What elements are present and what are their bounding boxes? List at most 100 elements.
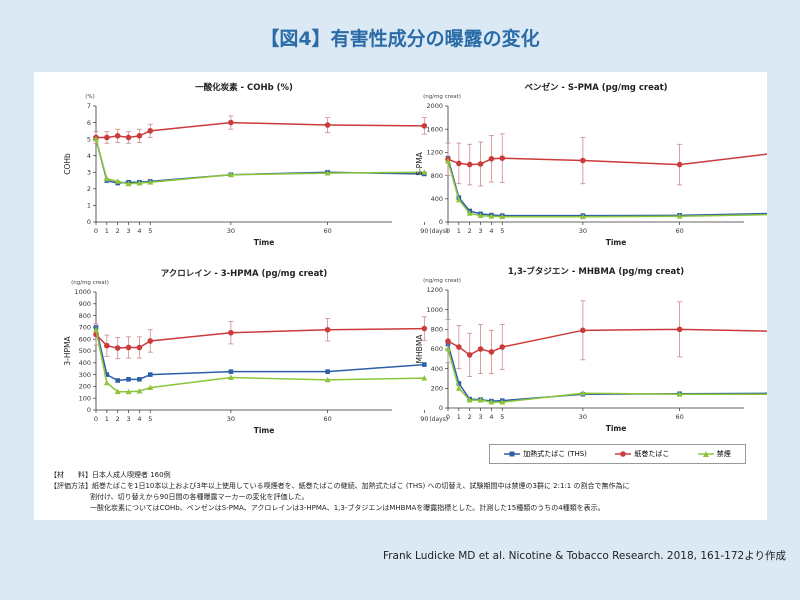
- series-ths: [93, 136, 427, 186]
- y-tick-label: 1000: [74, 288, 91, 296]
- data-point: [488, 399, 495, 405]
- data-point: [104, 342, 110, 349]
- chart-title: ベンゼン - S-PMA (pg/mg creat): [524, 82, 667, 93]
- y-tick-label: 900: [79, 300, 91, 308]
- data-point: [125, 134, 132, 141]
- data-point: [455, 196, 462, 203]
- data-point: [147, 128, 154, 134]
- y-unit: (ng/mg creat): [423, 94, 461, 100]
- chart-title: 一酸化炭素 - COHb (%): [195, 82, 293, 93]
- figure-panel: 一酸化炭素 - COHb (%) (%) COHb 0 1 2 3 4 5 6 7 0 1 2 3 4 5 30 6…: [34, 72, 767, 520]
- y-unit: (ng/mg creat): [71, 280, 109, 286]
- y-tick-label: 400: [79, 359, 91, 367]
- data-point: [103, 175, 110, 182]
- y-tick-label: 300: [79, 371, 91, 379]
- data-point: [126, 377, 131, 382]
- data-point: [136, 388, 143, 394]
- y-tick-label: 800: [79, 312, 91, 320]
- x-tick-label: 90: [420, 415, 428, 423]
- y-tick-label: 5: [87, 135, 91, 143]
- data-point: [676, 161, 683, 168]
- data-point: [580, 327, 586, 334]
- x-axis-label: Time: [254, 426, 275, 435]
- x-tick-label: 90: [420, 227, 428, 235]
- data-point: [324, 376, 331, 383]
- x-tick-label: 0: [94, 415, 98, 423]
- chart-3: アクロレイン - 3-HPMA (pg/mg creat) (ng/mg crea…: [63, 268, 448, 435]
- legend-swatch-ths: [504, 451, 521, 457]
- data-point: [325, 369, 330, 374]
- data-point: [579, 213, 586, 220]
- x-tick-label: 2: [468, 413, 472, 421]
- data-point: [421, 375, 428, 381]
- chart-title: 1,3-ブタジエン - MHBMA (pg/mg creat): [508, 266, 684, 277]
- data-point: [580, 157, 586, 164]
- y-tick-label: 100: [79, 394, 91, 402]
- data-point: [104, 372, 110, 377]
- note-materials: 【材 料】日本人成人喫煙者 160例: [50, 471, 171, 479]
- data-point: [324, 170, 331, 176]
- y-tick-label: 1000: [426, 306, 443, 314]
- x-tick-label: 1: [105, 415, 109, 423]
- data-point: [445, 338, 451, 344]
- x-tick-label: 30: [579, 413, 587, 421]
- data-point: [488, 155, 495, 162]
- data-point: [445, 346, 451, 352]
- data-point: [466, 397, 473, 403]
- chart-2: ベンゼン - S-PMA (pg/mg creat) (ng/mg creat) S…: [415, 82, 767, 247]
- x-tick-label: 3: [126, 415, 130, 423]
- x-tick-label: 5: [500, 227, 504, 235]
- notes: 【材 料】日本人成人喫煙者 160例 【評価方法】紙巻たばこを1日10本以上およ…: [50, 470, 760, 514]
- x-axis-label: Time: [606, 424, 627, 433]
- x-tick-label: 60: [323, 415, 331, 423]
- legend-label-abstinence: 禁煙: [716, 450, 731, 458]
- data-point: [499, 399, 506, 405]
- data-point: [676, 391, 683, 397]
- series-line-ths: [95, 327, 425, 382]
- x-tick-label: 30: [227, 415, 235, 423]
- data-point: [466, 161, 473, 168]
- series-abstinence: [445, 346, 767, 405]
- series-line-ths: [447, 158, 767, 217]
- x-tick-label: 60: [323, 227, 331, 235]
- data-point: [455, 385, 462, 391]
- data-point: [421, 169, 428, 175]
- data-point: [445, 158, 451, 164]
- x-tick-label: 30: [579, 227, 587, 235]
- data-point: [477, 212, 484, 219]
- data-point: [499, 155, 506, 161]
- data-point: [228, 369, 234, 374]
- data-point: [147, 179, 154, 185]
- series-cigarette: [93, 115, 428, 144]
- x-tick-label: 3: [478, 227, 482, 235]
- x-tick-label: 4: [489, 227, 493, 235]
- legend-label-ths: 加熱式たばこ (THS): [523, 450, 587, 458]
- data-point: [676, 213, 683, 219]
- y-tick-label: 4: [87, 152, 91, 160]
- series-cigarette: [445, 300, 767, 377]
- series-abstinence: [93, 326, 428, 395]
- data-point: [488, 213, 495, 219]
- x-tick-label: 3: [126, 227, 130, 235]
- series-line-ths: [95, 138, 425, 184]
- y-tick-label: 1200: [426, 286, 443, 294]
- x-unit: (days): [429, 228, 448, 235]
- series-cigarette: [93, 316, 428, 360]
- data-point: [466, 210, 473, 216]
- y-tick-label: 6: [87, 119, 91, 127]
- legend-swatch-cigarette: [615, 451, 632, 457]
- note-markers: 一酸化炭素についてはCOHb、ベンゼンはS-PMA、アクロレインは3-HPMA、…: [90, 504, 605, 512]
- y-tick-label: 700: [79, 324, 91, 332]
- series-line-cigarette: [95, 327, 425, 349]
- legend: 加熱式たばこ (THS) 紙巻たばこ 禁煙: [489, 444, 746, 464]
- page-title: 【図4】有害性成分の曝露の変化: [260, 28, 540, 50]
- data-point: [125, 388, 132, 395]
- x-tick-label: 0: [446, 227, 450, 235]
- data-point: [477, 161, 484, 167]
- y-axis-label: COHb: [63, 153, 72, 175]
- data-point: [136, 344, 143, 351]
- data-point: [676, 326, 683, 333]
- data-point: [227, 374, 234, 380]
